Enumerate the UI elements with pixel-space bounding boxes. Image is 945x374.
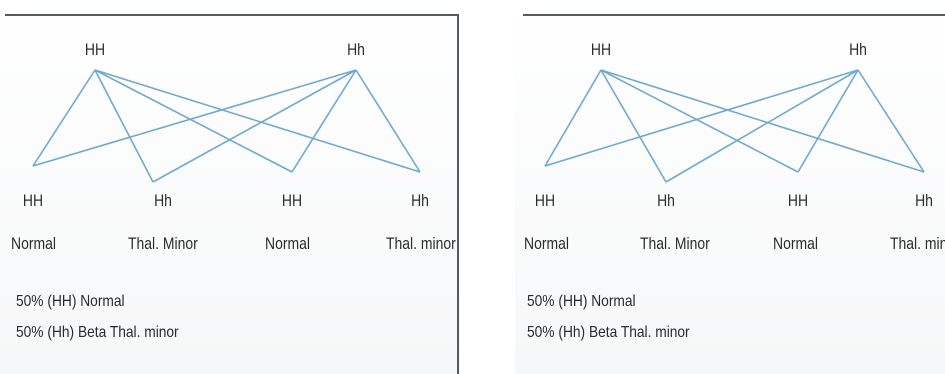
top-border (523, 14, 945, 16)
offspring-phenotype: Thal. Minor (128, 234, 198, 253)
offspring-genotype: Hh (154, 191, 172, 210)
cross-line (600, 69, 925, 173)
cross-line (355, 69, 421, 173)
offspring-phenotype: Normal (11, 234, 56, 253)
cross-line (544, 69, 859, 167)
cross-line (544, 69, 602, 167)
offspring-phenotype: Thal. Minor (640, 234, 710, 253)
offspring-genotype: HH (22, 191, 44, 210)
parent-genotype: Hh (347, 40, 365, 59)
cross-line (600, 69, 799, 173)
offspring-genotype: HH (787, 191, 809, 210)
parent-genotype: Hh (849, 40, 867, 59)
cross-line (32, 69, 96, 167)
cross-line (291, 69, 357, 173)
cross-line (94, 69, 293, 173)
right-border (457, 14, 459, 374)
cross-line (665, 69, 859, 183)
cross-line (94, 69, 421, 173)
cross-lines (544, 69, 925, 183)
offspring-genotype: HH (281, 191, 303, 210)
parent-genotype: HH (590, 40, 612, 59)
cross-line (32, 69, 357, 167)
punnett-panel-left: HH Hh HH Hh HH Hh Normal Thal. Minor Nor… (0, 0, 460, 374)
cross-lines (32, 69, 421, 183)
summary-line: 50% (Hh) Beta Thal. minor (16, 324, 179, 341)
summary-line: 50% (HH) Normal (527, 293, 636, 310)
cross-line (797, 69, 859, 173)
offspring-genotype: HH (534, 191, 556, 210)
cross-line (600, 69, 667, 183)
cross-line (857, 69, 925, 173)
offspring-genotype: Hh (657, 191, 675, 210)
parent-genotype: HH (84, 40, 106, 59)
cross-line (152, 69, 357, 183)
offspring-phenotype: Thal. minor (890, 234, 945, 253)
offspring-genotype: Hh (411, 191, 429, 210)
offspring-phenotype: Thal. minor (386, 234, 456, 253)
summary-line: 50% (Hh) Beta Thal. minor (527, 324, 690, 341)
offspring-phenotype: Normal (773, 234, 818, 253)
offspring-phenotype: Normal (265, 234, 310, 253)
top-border (5, 14, 458, 16)
summary-line: 50% (HH) Normal (16, 293, 125, 310)
punnett-panel-right: HH Hh HH Hh HH Hh Normal Thal. Minor Nor… (515, 0, 945, 374)
offspring-genotype: Hh (915, 191, 933, 210)
cross-line (94, 69, 154, 183)
offspring-phenotype: Normal (524, 234, 569, 253)
